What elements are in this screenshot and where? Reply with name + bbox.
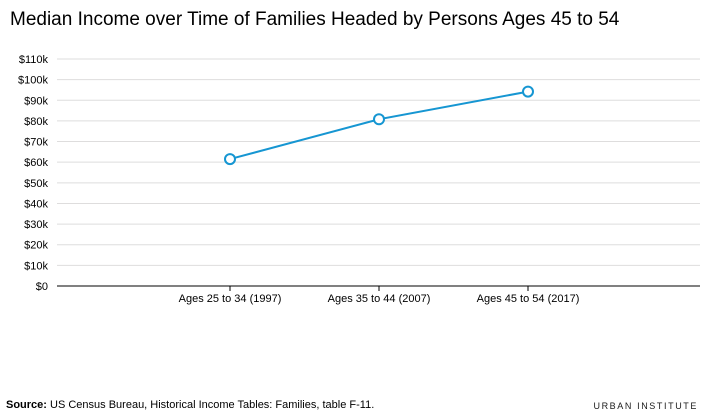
y-axis-tick-labels: $0 $10k $20k $30k $40k $50k $60k $70k $80k $90k $1… (18, 54, 48, 293)
y-tick-label: $30k (24, 219, 48, 231)
y-tick-label: $40k (24, 198, 48, 210)
line-chart: $0 $10k $20k $30k $40k $50k $60k $70k $80k $90k $1… (18, 54, 700, 305)
y-tick-label: $0 (36, 281, 48, 293)
y-tick-label: $20k (24, 240, 48, 252)
y-tick-label: $100k (18, 75, 48, 87)
y-tick-label: $80k (24, 116, 48, 128)
y-tick-label: $110k (19, 54, 49, 66)
series-income (224, 85, 534, 166)
data-point (373, 113, 385, 126)
x-tick-label: Ages 25 to 34 (1997) (179, 293, 282, 305)
gridlines (57, 58, 700, 266)
y-tick-label: $50k (24, 178, 48, 190)
source-note: Source: US Census Bureau, Historical Inc… (6, 398, 374, 412)
y-tick-label: $60k (24, 157, 48, 169)
data-point (522, 85, 534, 98)
urban-institute-logo: URBAN INSTITUTE (593, 401, 698, 411)
x-tick-label: Ages 35 to 44 (2007) (328, 293, 431, 305)
x-tick-label: Ages 45 to 54 (2017) (477, 293, 580, 305)
y-tick-label: $10k (24, 260, 48, 272)
data-point (224, 153, 236, 166)
source-text: US Census Bureau, Historical Income Tabl… (46, 399, 375, 411)
series-line (229, 90, 529, 161)
x-axis: Ages 25 to 34 (1997) Ages 35 to 44 (2007)… (57, 285, 700, 305)
source-label: Source: (6, 399, 47, 411)
y-tick-label: $70k (24, 137, 48, 149)
chart-title: Median Income over Time of Families Head… (10, 9, 620, 30)
y-tick-label: $90k (24, 95, 48, 107)
